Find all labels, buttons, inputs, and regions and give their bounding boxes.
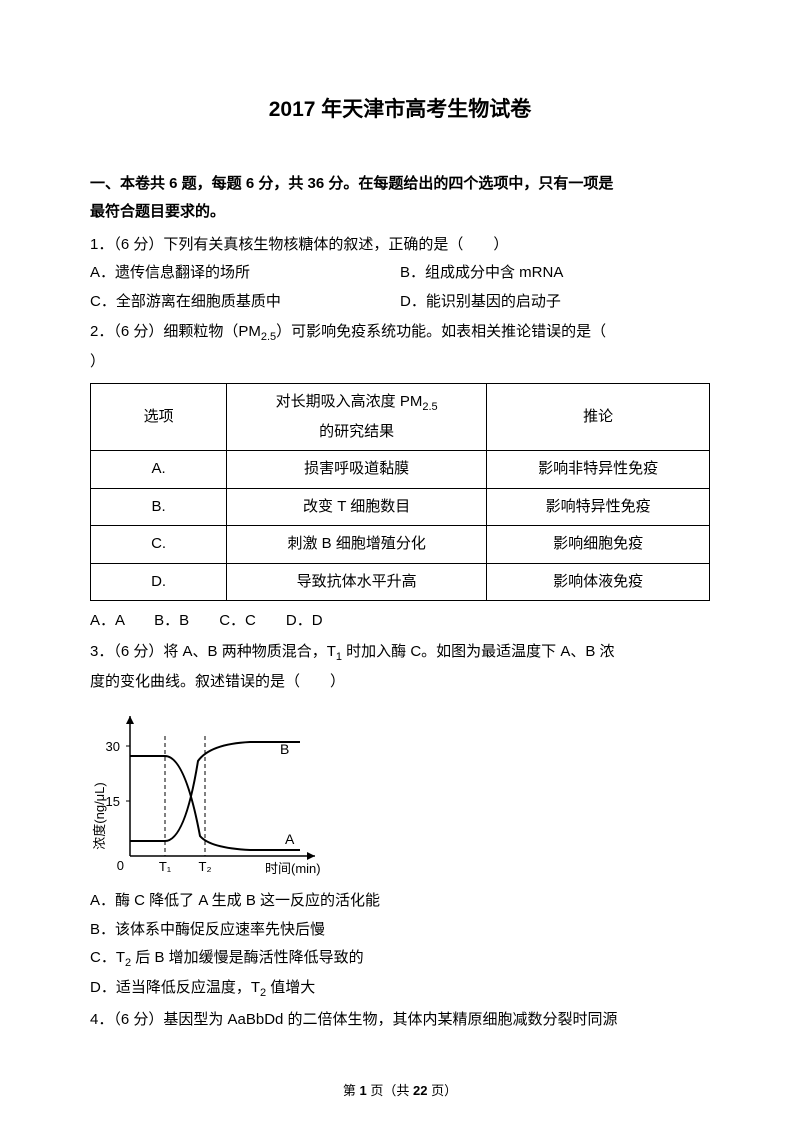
th-result-sub: 2.5 (422, 401, 437, 413)
cell-inf: 影响非特异性免疫 (487, 451, 710, 489)
q2-table: 选项 对长期吸入高浓度 PM2.5 的研究结果 推论 A. 损害呼吸道黏膜 影响… (90, 383, 710, 601)
cell-opt: B. (91, 488, 227, 526)
page-footer: 第 1 页（共 22 页） (90, 1079, 710, 1104)
q3-stem-line1: 3．（6 分）将 A、B 两种物质混合，T1 时加入酶 C。如图为最适温度下 A… (90, 638, 710, 668)
cell-inf: 影响细胞免疫 (487, 526, 710, 564)
q3-opt-a: A．酶 C 降低了 A 生成 B 这一反应的活化能 (90, 887, 710, 916)
q3d-b: 值增大 (266, 979, 315, 996)
cell-res: 改变 T 细胞数目 (227, 488, 487, 526)
q2-stem-a: 2．（6 分）细颗粒物（PM (90, 323, 261, 340)
footer-page-total: 22 (413, 1083, 427, 1098)
q1-stem: 1．（6 分）下列有关真核生物核糖体的叙述，正确的是（ ） (90, 231, 710, 260)
q3-chart: 30 15 0 T₁ T₂ 时间(min) 浓度(ng/μL) B A (90, 706, 330, 881)
cell-opt: A. (91, 451, 227, 489)
ylabel-15: 15 (106, 794, 120, 809)
q2-answers: A．A B．B C．C D．D (90, 607, 710, 636)
q1-opt-b: B．组成成分中含 mRNA (400, 259, 710, 288)
q3-stem-line2: 度的变化曲线。叙述错误的是（ ） (90, 668, 710, 697)
th-inference: 推论 (487, 383, 710, 450)
table-row: C. 刺激 B 细胞增殖分化 影响细胞免疫 (91, 526, 710, 564)
table-row: A. 损害呼吸道黏膜 影响非特异性免疫 (91, 451, 710, 489)
question-4: 4．（6 分）基因型为 AaBbDd 的二倍体生物，其体内某精原细胞减数分裂时同… (90, 1006, 710, 1035)
table-row: B. 改变 T 细胞数目 影响特异性免疫 (91, 488, 710, 526)
series-a-label: A (285, 831, 295, 847)
q1-opt-d: D．能识别基因的启动子 (400, 288, 710, 317)
th-result-a: 对长期吸入高浓度 PM (276, 393, 423, 410)
q1-opt-c: C．全部游离在细胞质基质中 (90, 288, 400, 317)
q3c-b: 后 B 增加缓慢是酶活性降低导致的 (131, 949, 364, 966)
question-3: 3．（6 分）将 A、B 两种物质混合，T1 时加入酶 C。如图为最适温度下 A… (90, 638, 710, 1004)
q3-opt-b: B．该体系中酶促反应速率先快后慢 (90, 916, 710, 945)
q2-stem-b: ）可影响免疫系统功能。如表相关推论错误的是（ (276, 323, 606, 340)
chart-svg: 30 15 0 T₁ T₂ 时间(min) 浓度(ng/μL) B A (90, 706, 330, 881)
section-line2: 最符合题目要求的。 (90, 203, 225, 220)
q1-opt-a: A．遗传信息翻译的场所 (90, 259, 400, 288)
q1-options: A．遗传信息翻译的场所 B．组成成分中含 mRNA C．全部游离在细胞质基质中 … (90, 259, 710, 316)
cell-opt: C. (91, 526, 227, 564)
table-row: D. 导致抗体水平升高 影响体液免疫 (91, 563, 710, 601)
ylabel-30: 30 (106, 739, 120, 754)
q3d-a: D．适当降低反应温度，T (90, 979, 260, 996)
th-result: 对长期吸入高浓度 PM2.5 的研究结果 (227, 383, 487, 450)
q3-opt-c: C．T2 后 B 增加缓慢是酶活性降低导致的 (90, 944, 710, 974)
footer-a: 第 (343, 1083, 356, 1098)
x-arrow-icon (307, 852, 315, 860)
section-heading: 一、本卷共 6 题，每题 6 分，共 36 分。在每题给出的四个选项中，只有一项… (90, 170, 710, 227)
q3-b: 时加入酶 C。如图为最适温度下 A、B 浓 (342, 643, 615, 660)
q3-a: 3．（6 分）将 A、B 两种物质混合，T (90, 643, 336, 660)
q3-opt-d: D．适当降低反应温度，T2 值增大 (90, 974, 710, 1004)
footer-e: 页） (431, 1083, 457, 1098)
section-line1: 一、本卷共 6 题，每题 6 分，共 36 分。在每题给出的四个选项中，只有一项… (90, 175, 613, 192)
footer-c: 页（共 (370, 1083, 409, 1098)
y-arrow-icon (126, 716, 134, 724)
question-1: 1．（6 分）下列有关真核生物核糖体的叙述，正确的是（ ） A．遗传信息翻译的场… (90, 231, 710, 317)
q4-stem: 4．（6 分）基因型为 AaBbDd 的二倍体生物，其体内某精原细胞减数分裂时同… (90, 1006, 710, 1035)
xlabel-t1: T₁ (159, 859, 172, 874)
xlabel-t2: T₂ (199, 859, 212, 874)
origin-0: 0 (117, 858, 124, 873)
cell-inf: 影响特异性免疫 (487, 488, 710, 526)
y-axis-label: 浓度(ng/μL) (92, 782, 107, 849)
table-row: 选项 对长期吸入高浓度 PM2.5 的研究结果 推论 (91, 383, 710, 450)
th-option: 选项 (91, 383, 227, 450)
page-title: 2017 年天津市高考生物试卷 (90, 90, 710, 130)
question-2: 2．（6 分）细颗粒物（PM2.5）可影响免疫系统功能。如表相关推论错误的是（ … (90, 318, 710, 635)
q3c-a: C．T (90, 949, 125, 966)
x-axis-label: 时间(min) (265, 861, 321, 876)
cell-res: 损害呼吸道黏膜 (227, 451, 487, 489)
cell-res: 刺激 B 细胞增殖分化 (227, 526, 487, 564)
footer-page-current: 1 (360, 1083, 367, 1098)
q2-stem-close: ） (90, 348, 710, 377)
curve-a (130, 756, 300, 850)
cell-inf: 影响体液免疫 (487, 563, 710, 601)
q2-stem-sub: 2.5 (261, 331, 276, 343)
cell-opt: D. (91, 563, 227, 601)
cell-res: 导致抗体水平升高 (227, 563, 487, 601)
series-b-label: B (280, 741, 289, 757)
q2-stem: 2．（6 分）细颗粒物（PM2.5）可影响免疫系统功能。如表相关推论错误的是（ (90, 318, 710, 348)
th-result-b: 的研究结果 (319, 423, 394, 440)
